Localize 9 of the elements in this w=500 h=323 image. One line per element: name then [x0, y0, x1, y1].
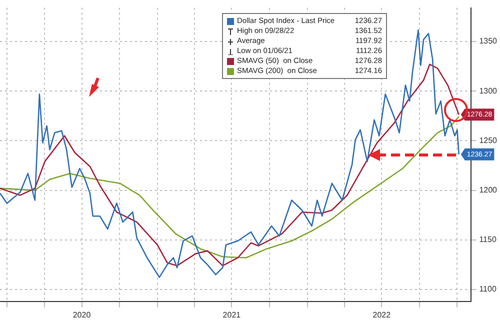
- y-tick-label: 1150: [479, 235, 497, 244]
- y-tick-label: 1200: [479, 186, 498, 195]
- y-tick-label: 1350: [479, 36, 498, 46]
- x-tick-label: 2022: [372, 310, 392, 320]
- x-tick-label: 2021: [222, 310, 242, 320]
- y-tick-label: 1250: [479, 136, 498, 145]
- y-tick-label: 1100: [479, 284, 497, 294]
- x-tick-label: 2020: [72, 310, 92, 320]
- y-tick-label: 1300: [479, 86, 498, 96]
